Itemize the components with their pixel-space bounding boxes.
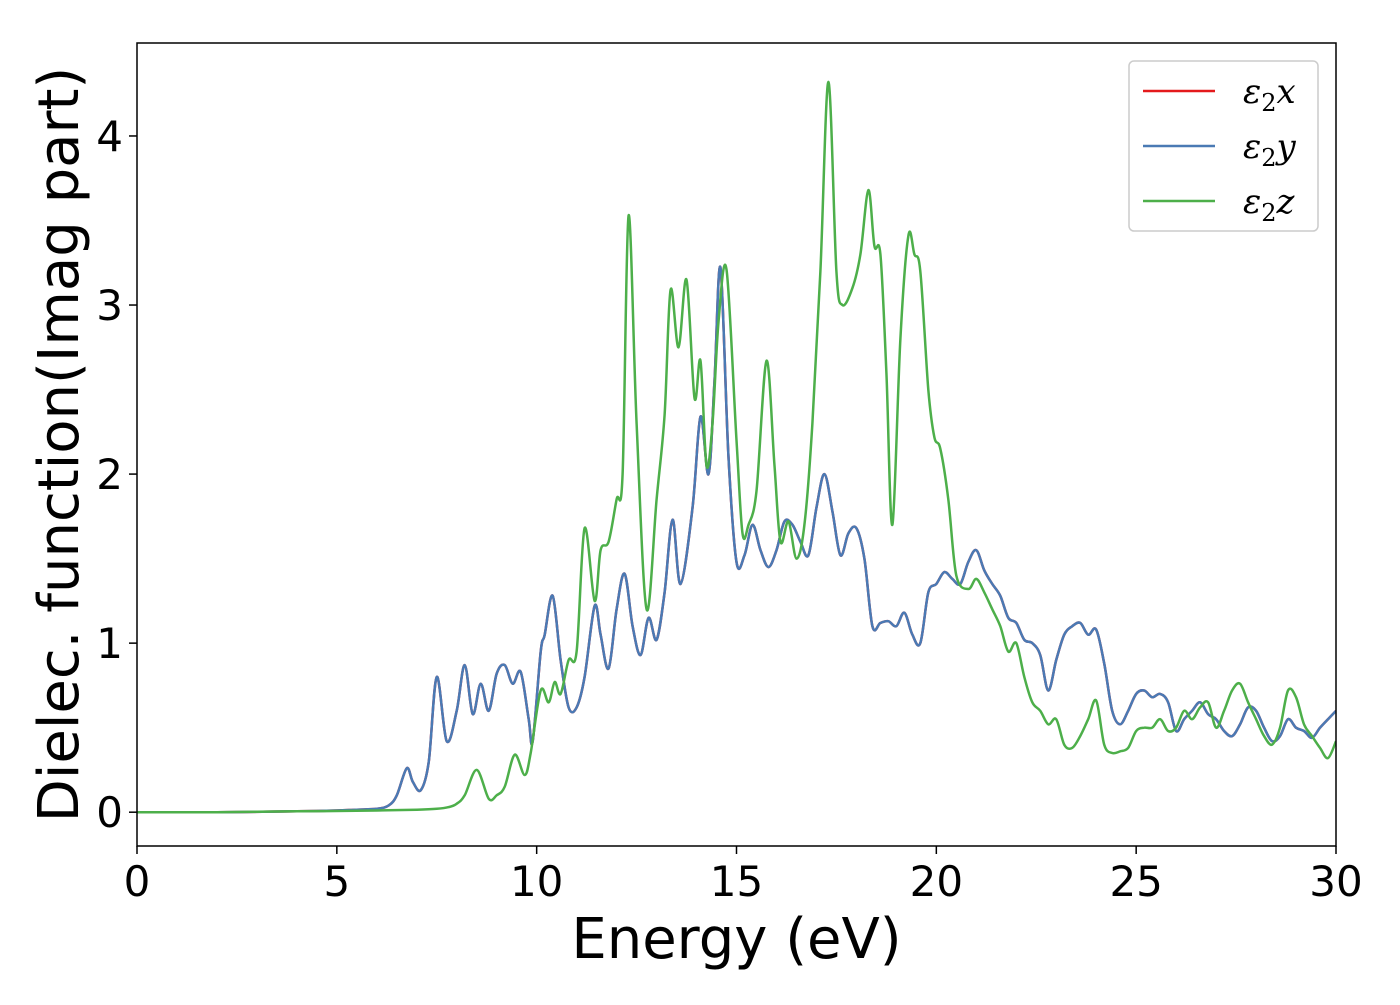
x-tick-label: 15 (710, 857, 763, 906)
legend: ε2x ε2y ε2z (1128, 60, 1319, 232)
y-tick-label: 3 (96, 281, 123, 330)
series-line-z (137, 80, 1336, 814)
y-axis: 0 1 2 3 4 (96, 112, 137, 837)
series-layer (137, 80, 1336, 814)
x-tick-label: 25 (1109, 857, 1162, 906)
legend-label-x: ε2x (1243, 72, 1296, 117)
y-tick-label: 1 (96, 619, 123, 668)
series-line-y (137, 265, 1336, 814)
legend-label-z: ε2z (1243, 182, 1296, 227)
x-tick-label: 5 (323, 857, 350, 906)
x-axis: 0 5 10 15 20 25 30 (124, 846, 1363, 906)
y-tick-label: 2 (96, 450, 123, 499)
x-tick-label: 0 (124, 857, 151, 906)
x-tick-label: 10 (510, 857, 563, 906)
x-tick-label: 20 (910, 857, 963, 906)
legend-label-y: ε2y (1243, 127, 1297, 172)
y-tick-label: 0 (96, 788, 123, 837)
y-axis-title: Dielec. function(Imag part) (27, 67, 92, 823)
x-tick-label: 30 (1309, 857, 1362, 906)
legend-box (1128, 60, 1319, 232)
y-tick-label: 4 (96, 112, 123, 161)
series-line-x (137, 265, 1336, 814)
x-axis-title: Energy (eV) (571, 907, 901, 972)
